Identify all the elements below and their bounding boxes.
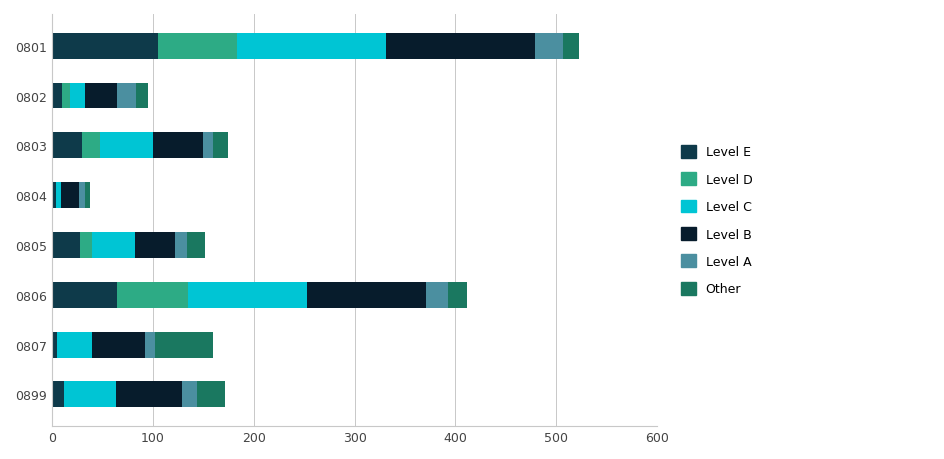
Bar: [197, 382, 226, 408]
Bar: [57, 332, 93, 358]
Bar: [563, 34, 578, 60]
Bar: [203, 133, 213, 159]
Bar: [60, 183, 79, 209]
Bar: [117, 84, 135, 109]
Bar: [52, 332, 57, 358]
Bar: [100, 133, 153, 159]
Bar: [135, 84, 147, 109]
Bar: [52, 133, 82, 159]
Bar: [134, 233, 175, 258]
Bar: [52, 382, 64, 408]
Bar: [116, 382, 182, 408]
Bar: [307, 282, 426, 308]
Bar: [82, 133, 100, 159]
Bar: [52, 282, 117, 308]
Bar: [70, 84, 85, 109]
Bar: [385, 34, 534, 60]
Bar: [80, 233, 93, 258]
Bar: [236, 34, 385, 60]
Bar: [188, 282, 307, 308]
Bar: [144, 332, 155, 358]
Bar: [213, 133, 228, 159]
Bar: [85, 84, 117, 109]
Bar: [175, 233, 187, 258]
Bar: [93, 233, 134, 258]
Bar: [93, 332, 144, 358]
Bar: [64, 382, 116, 408]
Bar: [117, 282, 188, 308]
Bar: [447, 282, 466, 308]
Bar: [153, 133, 203, 159]
Bar: [85, 183, 90, 209]
Bar: [56, 183, 60, 209]
Bar: [62, 84, 70, 109]
Bar: [79, 183, 85, 209]
Bar: [52, 183, 56, 209]
Bar: [155, 332, 213, 358]
Bar: [52, 34, 158, 60]
Bar: [534, 34, 563, 60]
Bar: [52, 84, 62, 109]
Bar: [52, 233, 80, 258]
Bar: [187, 233, 205, 258]
Bar: [158, 34, 236, 60]
Bar: [426, 282, 447, 308]
Legend: Level E, Level D, Level C, Level B, Level A, Other: Level E, Level D, Level C, Level B, Leve…: [675, 140, 756, 301]
Bar: [182, 382, 197, 408]
